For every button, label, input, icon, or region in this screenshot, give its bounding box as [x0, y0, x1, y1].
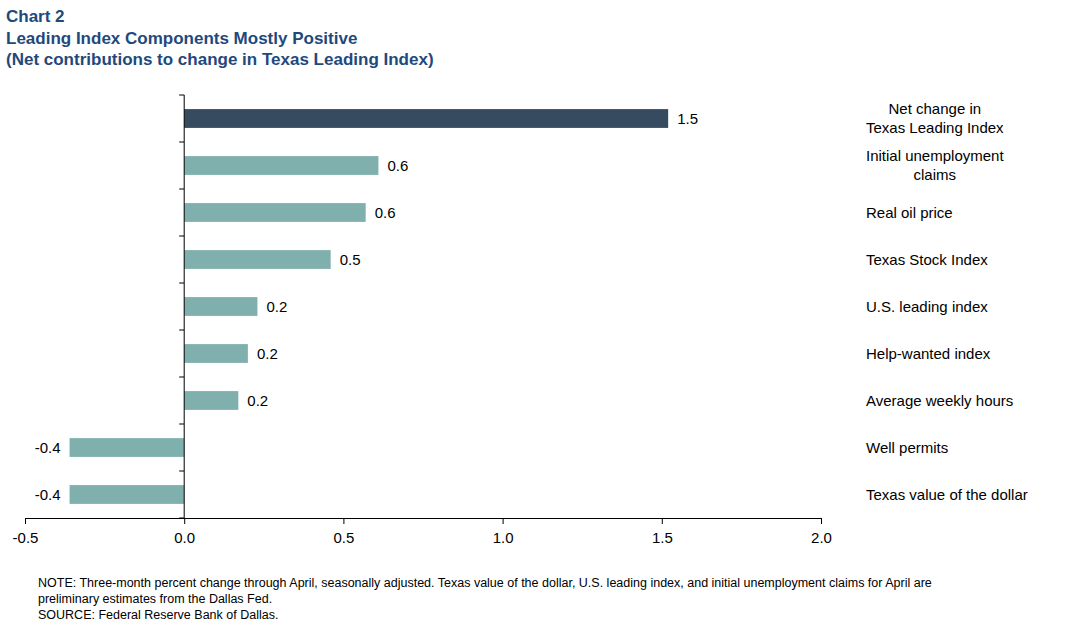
- x-tick-label: -0.5: [13, 529, 39, 546]
- data-label: 0.5: [340, 251, 361, 268]
- x-axis: -0.5 0.0 0.5 1.0 1.5 2.0: [13, 518, 832, 546]
- category-label: Well permits: [866, 439, 948, 456]
- x-tick-mark: [25, 518, 26, 524]
- category-label-line: Well permits: [866, 439, 948, 456]
- x-tick: 1.5: [652, 518, 673, 546]
- note: preliminary estimates from the Dallas Fe…: [38, 592, 272, 606]
- data-label: 0.2: [247, 392, 268, 409]
- category-label-line: Texas value of the dollar: [866, 486, 1028, 503]
- title: Chart 2: [6, 7, 65, 26]
- category-divider: [179, 283, 184, 284]
- bar: [184, 297, 257, 316]
- category-divider: [179, 95, 184, 96]
- bar: [184, 250, 330, 269]
- category-label: Help-wanted index: [866, 345, 991, 362]
- bar: [184, 391, 238, 410]
- x-tick: 0.5: [333, 518, 354, 546]
- bar: [184, 156, 378, 175]
- data-label: 0.2: [257, 345, 278, 362]
- x-tick-label: 0.0: [174, 529, 195, 546]
- x-tick: 1.0: [493, 518, 514, 546]
- category-label-line: claims: [914, 166, 957, 183]
- category-label: Average weekly hours: [866, 392, 1013, 409]
- category-label-line: Average weekly hours: [866, 392, 1013, 409]
- data-label: -0.4: [35, 486, 61, 503]
- bar: [184, 344, 248, 363]
- category-label: Net change in Texas Leading Index: [866, 100, 1004, 136]
- x-tick: -0.5: [13, 518, 39, 546]
- x-tick-mark: [662, 518, 663, 524]
- category-label-line: Texas Stock Index: [866, 251, 988, 268]
- category-divider: [179, 330, 184, 331]
- x-tick-mark: [503, 518, 504, 524]
- category-label-line: Net change in: [889, 100, 982, 117]
- x-tick-label: 1.0: [493, 529, 514, 546]
- x-tick-mark: [821, 518, 822, 524]
- bar: [184, 203, 365, 222]
- x-tick-mark: [343, 518, 344, 524]
- category-label: Real oil price: [866, 204, 953, 221]
- subtitle: (Net contributions to change in Texas Le…: [6, 50, 434, 69]
- category-label: Texas Stock Index: [866, 251, 988, 268]
- bars: [70, 109, 669, 504]
- category-label: Initial unemployment claims: [866, 147, 1004, 183]
- note: NOTE: Three-month percent change through…: [38, 576, 932, 590]
- data-label: 0.2: [266, 298, 287, 315]
- bar: [184, 109, 668, 128]
- data-label: -0.4: [35, 439, 61, 456]
- data-labels: 1.5 0.6 0.6 0.5 0.2 0.2 0.2 -0.4 -0.4: [35, 110, 698, 503]
- category-label-line: Texas Leading Index: [866, 119, 1004, 136]
- x-tick-mark: [184, 518, 185, 524]
- category-label-line: Initial unemployment: [866, 147, 1004, 164]
- category-divider: [179, 377, 184, 378]
- data-label: 0.6: [375, 204, 396, 221]
- y-axis-line: [184, 95, 185, 518]
- category-divider: [179, 189, 184, 190]
- bar: [70, 438, 185, 457]
- category-labels: Net change in Texas Leading Index Initial …: [866, 100, 1028, 503]
- category-label-line: U.S. leading index: [866, 298, 988, 315]
- category-label: Texas value of the dollar: [866, 486, 1028, 503]
- category-divider: [179, 142, 184, 143]
- category-label-line: Real oil price: [866, 204, 953, 221]
- category-divider: [179, 471, 184, 472]
- category-label-line: Help-wanted index: [866, 345, 991, 362]
- category-dividers: [179, 95, 184, 518]
- x-tick: 2.0: [811, 518, 832, 546]
- category-label: U.S. leading index: [866, 298, 988, 315]
- x-tick-label: 1.5: [652, 529, 673, 546]
- data-label: 1.5: [677, 110, 698, 127]
- x-tick: 0.0: [174, 518, 195, 546]
- category-divider: [179, 236, 184, 237]
- data-label: 0.6: [387, 157, 408, 174]
- chart: Chart 2 Leading Index Components Mostly P…: [0, 0, 1077, 637]
- subtitle: Leading Index Components Mostly Positive: [6, 29, 357, 48]
- category-divider: [179, 424, 184, 425]
- x-tick-label: 0.5: [333, 529, 354, 546]
- x-axis-line: [26, 519, 822, 525]
- note: SOURCE: Federal Reserve Bank of Dallas.: [38, 608, 278, 622]
- bar: [70, 485, 185, 504]
- x-tick-label: 2.0: [811, 529, 832, 546]
